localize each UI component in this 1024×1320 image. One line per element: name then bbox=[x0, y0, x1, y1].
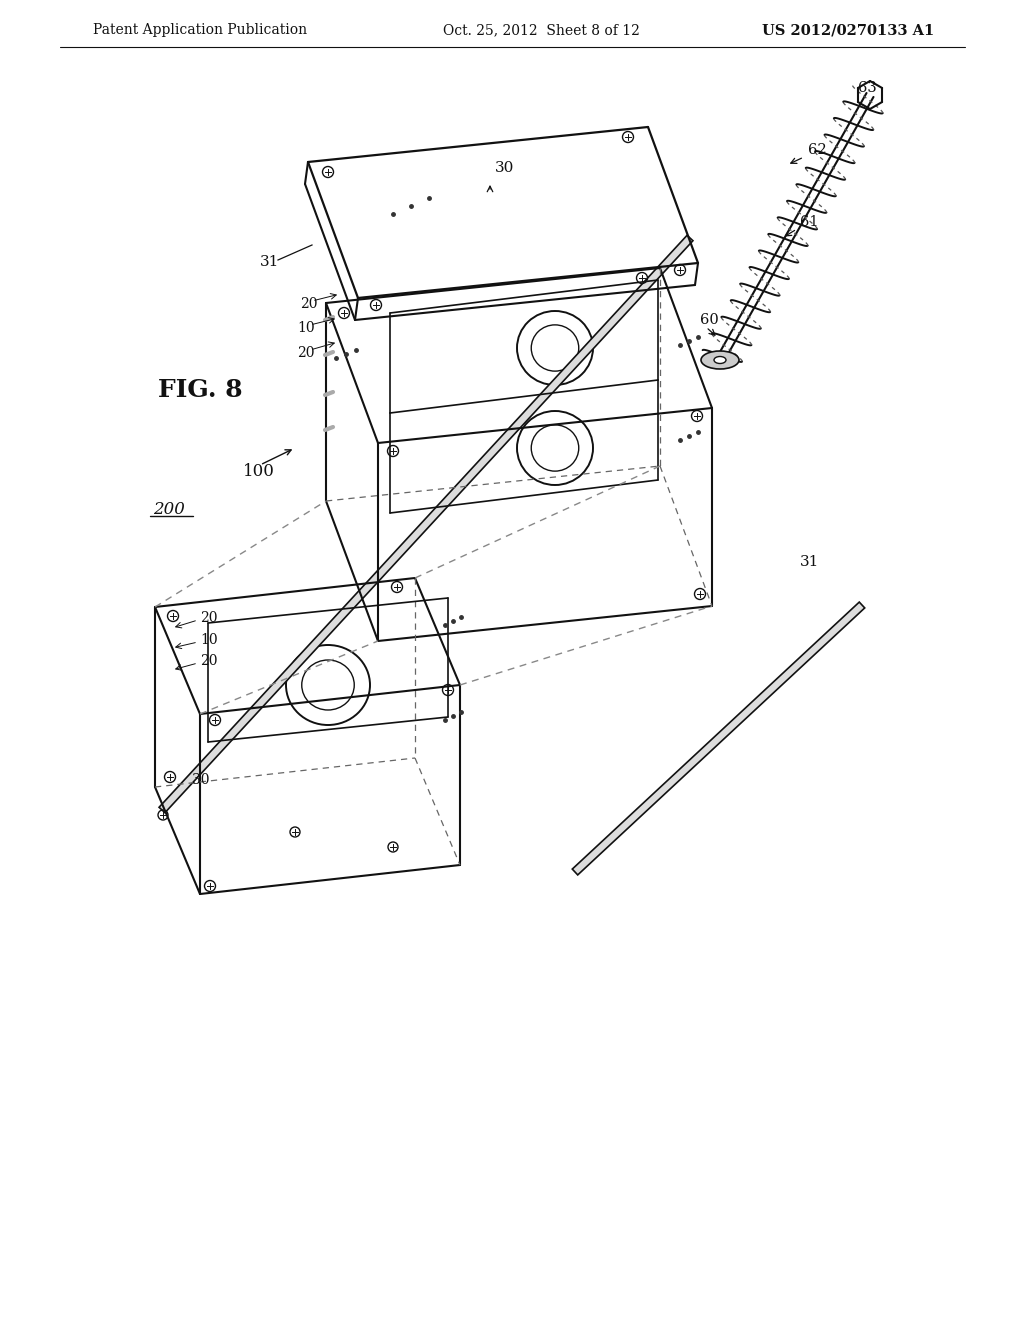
Text: 10: 10 bbox=[200, 634, 218, 647]
Text: 20: 20 bbox=[297, 346, 314, 360]
Text: 31: 31 bbox=[260, 255, 280, 269]
Text: 200: 200 bbox=[153, 502, 185, 519]
Text: 60: 60 bbox=[700, 313, 719, 327]
Text: 31: 31 bbox=[800, 554, 819, 569]
Text: 61: 61 bbox=[800, 215, 818, 228]
Text: 30: 30 bbox=[495, 161, 514, 176]
Text: 100: 100 bbox=[243, 463, 274, 480]
Text: 62: 62 bbox=[808, 143, 826, 157]
Text: 20: 20 bbox=[300, 297, 317, 312]
Text: 20: 20 bbox=[200, 653, 217, 668]
Text: Oct. 25, 2012  Sheet 8 of 12: Oct. 25, 2012 Sheet 8 of 12 bbox=[443, 22, 640, 37]
Ellipse shape bbox=[701, 351, 739, 370]
Text: US 2012/0270133 A1: US 2012/0270133 A1 bbox=[762, 22, 934, 37]
Text: Patent Application Publication: Patent Application Publication bbox=[93, 22, 307, 37]
Polygon shape bbox=[572, 602, 864, 875]
Text: 63: 63 bbox=[858, 81, 877, 95]
Polygon shape bbox=[159, 235, 693, 813]
Text: FIG. 8: FIG. 8 bbox=[158, 378, 243, 403]
Text: 20: 20 bbox=[200, 611, 217, 624]
Text: 10: 10 bbox=[297, 321, 314, 335]
Ellipse shape bbox=[714, 356, 726, 363]
Text: 30: 30 bbox=[193, 774, 210, 787]
